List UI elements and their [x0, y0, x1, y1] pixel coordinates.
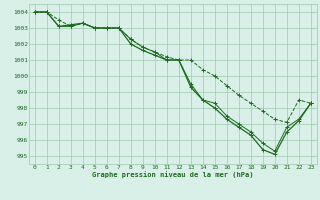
X-axis label: Graphe pression niveau de la mer (hPa): Graphe pression niveau de la mer (hPa) [92, 171, 253, 178]
